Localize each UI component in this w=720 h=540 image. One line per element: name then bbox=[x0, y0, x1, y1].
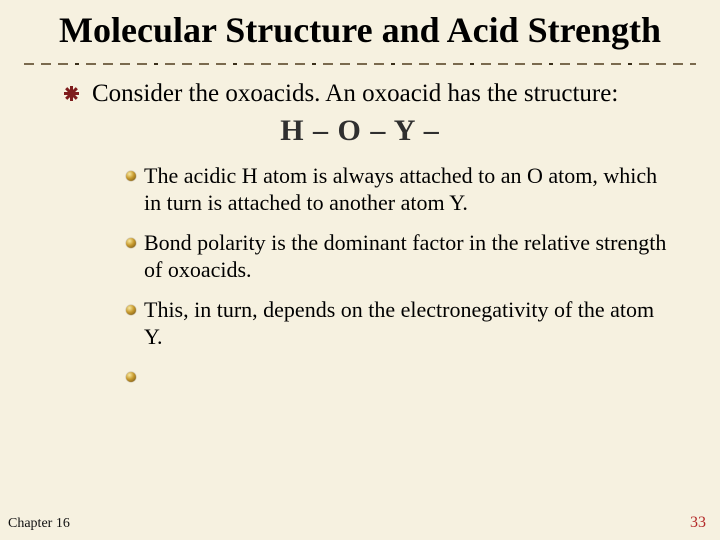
structure-formula: H – O – Y – bbox=[0, 114, 720, 148]
sunburst-icon bbox=[124, 370, 138, 384]
lvl2-text: Bond polarity is the dominant factor in … bbox=[144, 229, 670, 284]
bullet-lvl2: This, in turn, depends on the electroneg… bbox=[0, 296, 720, 351]
sunburst-icon bbox=[124, 303, 138, 317]
slide-title: Molecular Structure and Acid Strength bbox=[0, 0, 720, 59]
chapter-label: Chapter 16 bbox=[8, 516, 70, 532]
lvl2-text: This, in turn, depends on the electroneg… bbox=[144, 296, 670, 351]
bullet-lvl1: Consider the oxoacids. An oxoacid has th… bbox=[0, 79, 720, 110]
sunburst-icon bbox=[124, 169, 138, 183]
lvl2-text: The acidic H atom is always attached to … bbox=[144, 162, 670, 217]
page-number: 33 bbox=[690, 514, 706, 532]
bullet-lvl2: The acidic H atom is always attached to … bbox=[0, 162, 720, 217]
asterisk-icon bbox=[64, 86, 80, 102]
sunburst-icon bbox=[124, 236, 138, 250]
title-divider bbox=[24, 63, 696, 65]
bullet-lvl2: Bond polarity is the dominant factor in … bbox=[0, 229, 720, 284]
lvl1-text: Consider the oxoacids. An oxoacid has th… bbox=[92, 79, 618, 110]
bullet-lvl2-empty bbox=[0, 363, 720, 384]
